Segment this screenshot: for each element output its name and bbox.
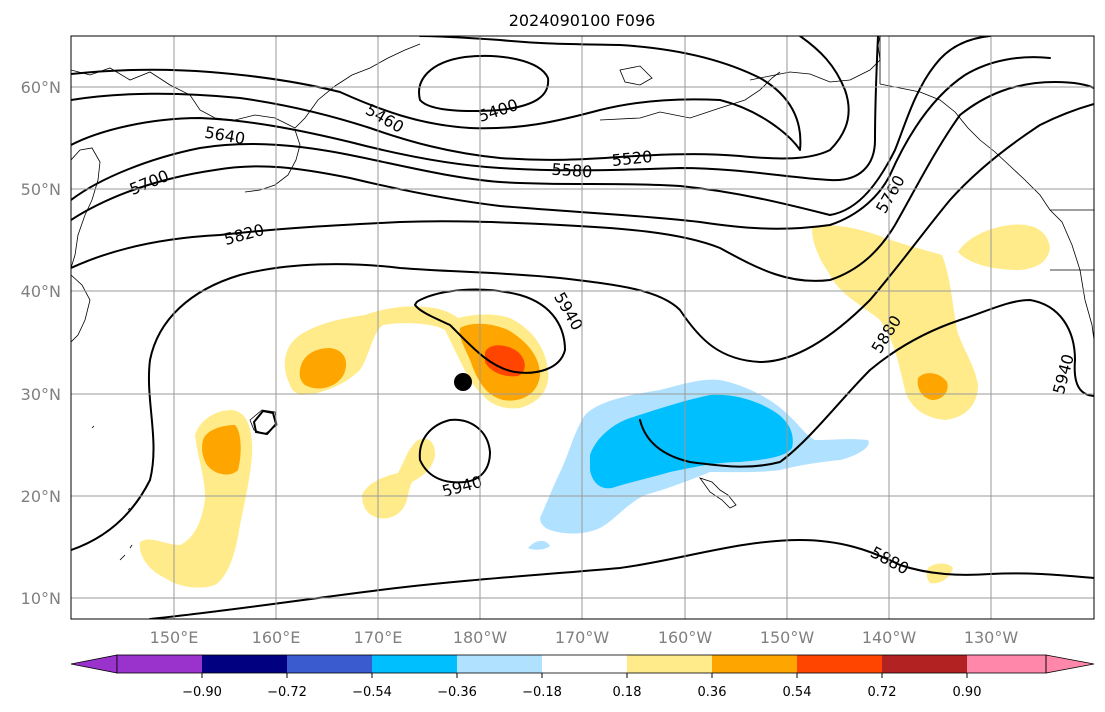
colorbar-tick-label: 0.54 (783, 685, 812, 700)
positive-anomaly-region (917, 373, 948, 400)
colorbar-swatch (457, 655, 542, 673)
height-contour (71, 36, 991, 216)
colorbar-tick-label: −0.18 (522, 685, 562, 700)
coastline (1050, 209, 1094, 271)
latitude-label: 40°N (21, 282, 61, 301)
height-contour (414, 288, 566, 374)
height-contour (418, 54, 550, 112)
coastline (244, 129, 301, 193)
positive-anomaly-region (202, 425, 241, 475)
colorbar-swatch (202, 655, 287, 673)
longitude-label: 160°W (658, 628, 713, 647)
longitude-label: 130°W (964, 628, 1019, 647)
colorbar-extend-min (70, 654, 118, 674)
coastline (91, 425, 133, 561)
coastlines (71, 36, 1094, 561)
colorbar-swatch (117, 655, 202, 673)
map-frame (70, 35, 1095, 620)
coastline (879, 83, 1094, 341)
latitude-label: 20°N (21, 487, 61, 506)
colorbar-tick-label: 0.72 (868, 685, 897, 700)
positive-anomaly-region (299, 348, 347, 389)
positive-anomaly-region (362, 438, 436, 519)
colorbar-tick-label: 0.18 (613, 685, 642, 700)
colorbar-tick-label: 0.36 (698, 685, 727, 700)
coastline (71, 274, 91, 343)
latitude-labels: 60°N 50°N 40°N 30°N 20°N 10°N (21, 78, 61, 608)
contour-label: 5520 (611, 147, 653, 170)
longitude-labels: 150°E 160°E 170°E 180°W 170°W 160°W 150°… (150, 628, 1019, 647)
contour-label: 5580 (551, 160, 593, 182)
height-contour (418, 418, 491, 484)
height-contour (639, 299, 1094, 468)
colorbar: −0.90 −0.72 −0.54 −0.36 −0.18 0.18 0.36 … (70, 654, 1095, 700)
longitude-label: 140°W (862, 628, 917, 647)
colorbar-swatch (287, 655, 372, 673)
coastline (749, 36, 881, 83)
coastline (249, 409, 278, 435)
longitude-label: 180°W (453, 628, 508, 647)
colorbar-swatch (542, 655, 627, 673)
gridlines (71, 36, 1094, 619)
colorbar-tick-label: 0.90 (953, 685, 982, 700)
negative-anomaly-region (528, 540, 550, 550)
latitude-label: 30°N (21, 385, 61, 404)
height-contour (71, 56, 1051, 230)
coastline (599, 71, 781, 121)
positive-anomaly-region (958, 224, 1050, 270)
storm-center-marker (454, 373, 472, 391)
colorbar-tick-label: −0.36 (437, 685, 477, 700)
longitude-label: 160°E (252, 628, 301, 647)
plot-area: 5400 5460 5520 5580 5640 5700 5760 5820 … (71, 36, 1094, 619)
colorbar-swatch (712, 655, 797, 673)
positive-anomaly-region (812, 225, 978, 420)
colorbar-tick-label: −0.72 (267, 685, 307, 700)
latitude-label: 10°N (21, 589, 61, 608)
longitude-label: 150°E (150, 628, 199, 647)
colorbar-swatch (372, 655, 457, 673)
colorbar-tick-label: −0.54 (352, 685, 392, 700)
height-contour (71, 81, 1094, 282)
coastline (698, 477, 737, 509)
colorbar-swatch (627, 655, 712, 673)
longitude-label: 170°W (555, 628, 610, 647)
height-contour (149, 539, 1094, 619)
colorbar-swatch (882, 655, 967, 673)
latitude-label: 60°N (21, 78, 61, 97)
colorbar-swatch (797, 655, 882, 673)
colorbar-swatch (967, 655, 1046, 673)
coastline (71, 147, 101, 269)
colorbar-outline (116, 654, 1047, 674)
longitude-label: 170°E (354, 628, 403, 647)
positive-anomaly-region (485, 345, 525, 377)
height-contour (71, 103, 1094, 551)
colorbar-tick-label: −0.90 (182, 685, 222, 700)
latitude-label: 50°N (21, 180, 61, 199)
coastline (619, 65, 653, 86)
height-contours (71, 36, 1094, 619)
colorbar-extend-max (1045, 654, 1095, 674)
positive-anomaly-regions (139, 224, 1050, 588)
colorbar-ticks (201, 673, 968, 678)
coastline (71, 43, 421, 129)
height-contour (71, 36, 802, 151)
height-contour (71, 36, 850, 161)
height-contour (71, 36, 879, 182)
map-title: 2024090100 F096 (509, 11, 656, 30)
longitude-label: 150°W (760, 628, 815, 647)
negative-anomaly-region (590, 394, 793, 489)
